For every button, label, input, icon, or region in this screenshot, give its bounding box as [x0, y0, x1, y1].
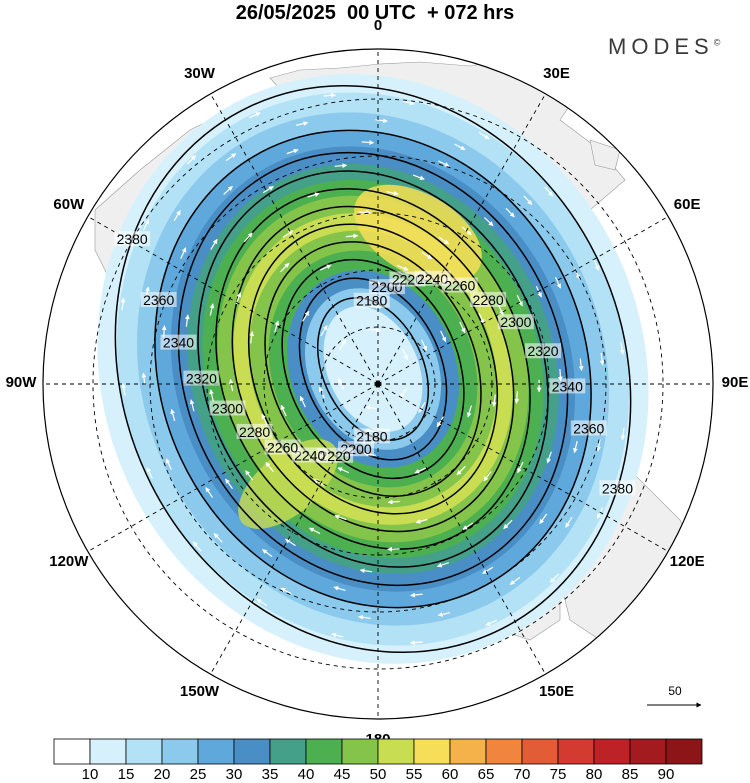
- svg-text:2340: 2340: [552, 378, 583, 394]
- contour-label: 2340: [549, 378, 585, 394]
- contour-label: 2280: [237, 424, 273, 440]
- longitude-label: 120W: [47, 553, 91, 570]
- colorbar-swatch: [90, 739, 126, 764]
- wind-speed-shading: [2, 0, 745, 735]
- svg-text:2300: 2300: [212, 401, 243, 417]
- colorbar-tick-label: 65: [466, 766, 506, 783]
- longitude-label: 150E: [535, 683, 579, 700]
- reference-vector: 50: [645, 684, 705, 714]
- longitude-label: 60E: [665, 196, 709, 213]
- colorbar-swatch: [198, 739, 234, 764]
- contour-label: 2360: [571, 420, 607, 436]
- svg-text:2340: 2340: [163, 335, 194, 351]
- colorbar-swatch: [522, 739, 558, 764]
- colorbar-swatch: [234, 739, 270, 764]
- contour-label: 2300: [210, 401, 246, 417]
- colorbar-swatch: [54, 739, 90, 764]
- colorbar-tick-label: 75: [538, 766, 578, 783]
- colorbar-swatch: [126, 739, 162, 764]
- svg-text:2260: 2260: [444, 277, 475, 293]
- svg-text:2320: 2320: [527, 343, 558, 359]
- svg-text:2180: 2180: [356, 293, 387, 309]
- colorbar-swatch: [450, 739, 486, 764]
- longitude-label: 90E: [713, 374, 750, 391]
- polar-stereographic-map: 2180218022002200222022202240224022602260…: [0, 0, 750, 735]
- colorbar-swatch: [162, 739, 198, 764]
- colorbar-swatch: [630, 739, 666, 764]
- colorbar-tick-label: 60: [430, 766, 470, 783]
- colorbar-tick-label: 40: [286, 766, 326, 783]
- wind-vector: [359, 212, 371, 213]
- colorbar-tick-label: 15: [106, 766, 146, 783]
- svg-text:2280: 2280: [239, 424, 270, 440]
- colorbar-tick-label: 10: [70, 766, 110, 783]
- contour-label: 2340: [160, 335, 196, 351]
- svg-text:2320: 2320: [186, 371, 217, 387]
- svg-text:2360: 2360: [573, 420, 604, 436]
- colorbar-swatch: [414, 739, 450, 764]
- colorbar-swatch: [342, 739, 378, 764]
- map-disk: [2, 0, 745, 735]
- longitude-label: 120E: [665, 553, 709, 570]
- longitude-label: 0: [356, 17, 400, 34]
- contour-label: 2380: [599, 480, 635, 496]
- colorbar-swatch: [378, 739, 414, 764]
- contour-label: 2300: [498, 314, 534, 330]
- longitude-label: 150W: [178, 683, 222, 700]
- svg-text:2280: 2280: [473, 292, 504, 308]
- svg-text:2300: 2300: [500, 314, 531, 330]
- colorbar-swatch: [558, 739, 594, 764]
- contour-label: 2180: [354, 293, 390, 309]
- colorbar-tick-label: 20: [142, 766, 182, 783]
- colorbar-tick-label: 80: [574, 766, 614, 783]
- colorbar-swatch: [594, 739, 630, 764]
- colorbar-tick-label: 90: [646, 766, 686, 783]
- contour-label: 2280: [470, 292, 506, 308]
- colorbar-tick-label: 45: [322, 766, 362, 783]
- colorbar-tick-label: 50: [358, 766, 398, 783]
- longitude-label: 30W: [178, 65, 222, 82]
- contour-label: 2360: [141, 292, 177, 308]
- colorbar-tick-label: 85: [610, 766, 650, 783]
- colorbar-tick-label: 70: [502, 766, 542, 783]
- contour-label: 2380: [114, 231, 150, 247]
- colorbar-tick-label: 55: [394, 766, 434, 783]
- longitude-label: 60W: [47, 196, 91, 213]
- colorbar-swatch: [306, 739, 342, 764]
- pole-marker: [375, 381, 381, 387]
- svg-text:2380: 2380: [117, 231, 148, 247]
- contour-label: 2320: [183, 371, 219, 387]
- svg-text:2360: 2360: [143, 292, 174, 308]
- colorbar-swatch: [666, 739, 702, 764]
- longitude-label: 90W: [0, 374, 43, 391]
- colorbar-tick-label: 30: [214, 766, 254, 783]
- contour-label: 2260: [265, 440, 301, 456]
- colorbar-tick-label: 35: [250, 766, 290, 783]
- colorbar-swatch: [270, 739, 306, 764]
- svg-text:2260: 2260: [267, 440, 298, 456]
- colorbar-swatch: [486, 739, 522, 764]
- longitude-label: 30E: [535, 65, 579, 82]
- colorbar-tick-label: 25: [178, 766, 218, 783]
- contour-label: 2320: [525, 343, 561, 359]
- svg-text:2380: 2380: [602, 480, 633, 496]
